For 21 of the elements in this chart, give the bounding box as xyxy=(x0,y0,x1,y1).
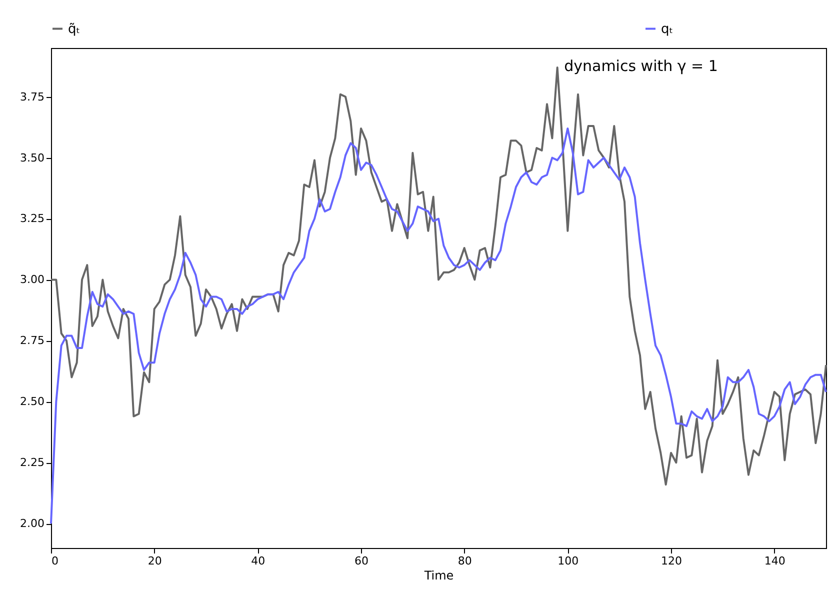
y-tick-label: 3.00 xyxy=(20,273,44,286)
legend-label: qₜ xyxy=(661,22,674,37)
annotation: dynamics with γ = 1 xyxy=(564,57,718,75)
x-tick-label: 120 xyxy=(661,554,682,568)
y-tick-label: 3.50 xyxy=(20,151,44,164)
x-tick-label: 80 xyxy=(458,554,472,568)
legend-label: q̃ₜ xyxy=(68,22,80,37)
x-tick-label: 100 xyxy=(558,554,579,568)
y-tick-label: 2.75 xyxy=(20,334,44,348)
x-tick-label: 0 xyxy=(52,554,58,568)
y-tick-label: 2.25 xyxy=(20,456,44,470)
y-tick-label: 2.50 xyxy=(20,395,44,408)
y-tick-label: 3.25 xyxy=(20,212,44,226)
y-tick-label: 2.00 xyxy=(20,517,44,530)
x-tick-label: 40 xyxy=(251,554,266,568)
x-axis-title: Time xyxy=(423,568,454,582)
x-tick-label: 140 xyxy=(764,554,786,568)
x-tick-label: 60 xyxy=(354,554,368,568)
line-series xyxy=(50,127,827,525)
y-tick-label: 3.75 xyxy=(20,90,44,104)
x-tick-label: 20 xyxy=(148,554,162,568)
